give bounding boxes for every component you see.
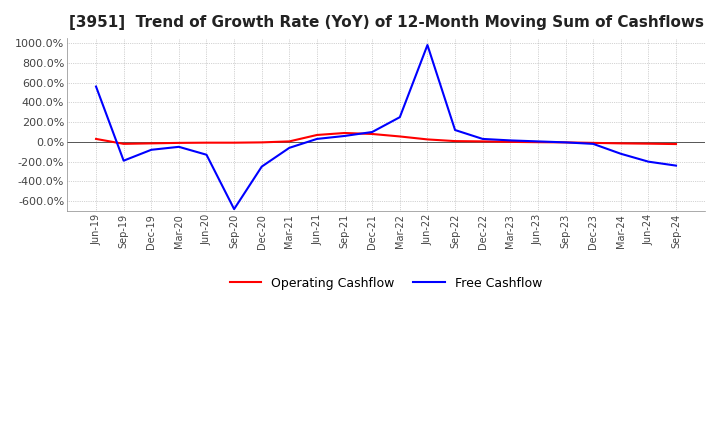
Operating Cashflow <box>258 140 266 145</box>
Operating Cashflow <box>202 140 211 145</box>
Operating Cashflow <box>478 139 487 144</box>
Free Cashflow <box>285 145 294 150</box>
Operating Cashflow <box>120 141 128 147</box>
Free Cashflow <box>147 147 156 152</box>
Free Cashflow <box>174 144 183 150</box>
Operating Cashflow <box>451 139 459 144</box>
Free Cashflow <box>341 133 349 139</box>
Operating Cashflow <box>285 139 294 144</box>
Operating Cashflow <box>506 139 515 144</box>
Free Cashflow <box>230 206 238 212</box>
Free Cashflow <box>91 84 100 89</box>
Free Cashflow <box>312 136 321 142</box>
Operating Cashflow <box>644 141 653 147</box>
Operating Cashflow <box>230 140 238 145</box>
Legend: Operating Cashflow, Free Cashflow: Operating Cashflow, Free Cashflow <box>225 272 547 295</box>
Operating Cashflow <box>672 141 680 147</box>
Line: Free Cashflow: Free Cashflow <box>96 45 676 209</box>
Operating Cashflow <box>395 134 404 139</box>
Operating Cashflow <box>312 132 321 138</box>
Operating Cashflow <box>174 140 183 146</box>
Free Cashflow <box>506 138 515 143</box>
Free Cashflow <box>423 42 432 48</box>
Operating Cashflow <box>341 130 349 136</box>
Title: [3951]  Trend of Growth Rate (YoY) of 12-Month Moving Sum of Cashflows: [3951] Trend of Growth Rate (YoY) of 12-… <box>68 15 703 30</box>
Operating Cashflow <box>534 139 542 145</box>
Operating Cashflow <box>368 132 377 137</box>
Free Cashflow <box>534 139 542 144</box>
Free Cashflow <box>202 152 211 158</box>
Free Cashflow <box>589 141 598 147</box>
Operating Cashflow <box>616 141 625 146</box>
Free Cashflow <box>395 114 404 120</box>
Operating Cashflow <box>91 136 100 142</box>
Free Cashflow <box>561 140 570 145</box>
Operating Cashflow <box>147 141 156 146</box>
Free Cashflow <box>478 136 487 142</box>
Free Cashflow <box>644 159 653 164</box>
Free Cashflow <box>120 158 128 163</box>
Free Cashflow <box>616 151 625 156</box>
Free Cashflow <box>368 129 377 135</box>
Operating Cashflow <box>561 140 570 145</box>
Free Cashflow <box>451 128 459 133</box>
Free Cashflow <box>258 164 266 169</box>
Free Cashflow <box>672 163 680 168</box>
Operating Cashflow <box>589 140 598 146</box>
Operating Cashflow <box>423 137 432 142</box>
Line: Operating Cashflow: Operating Cashflow <box>96 133 676 144</box>
